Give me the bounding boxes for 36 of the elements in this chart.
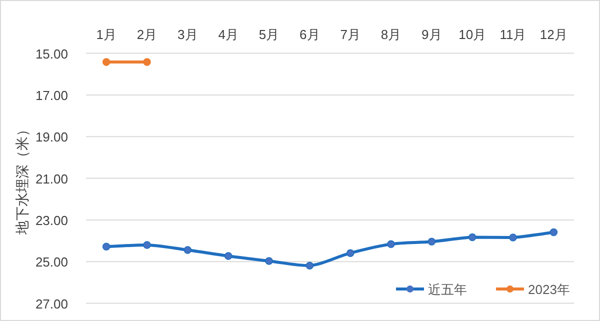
point: [346, 249, 354, 257]
legend-label: 2023年: [528, 282, 570, 297]
point: [184, 246, 192, 254]
y-tick-label: 17.00: [35, 88, 68, 103]
x-tick-label: 3月: [178, 27, 198, 42]
x-tick-label: 12月: [540, 27, 568, 42]
y-tick-label: 27.00: [35, 296, 68, 312]
point: [265, 257, 273, 265]
y-tick-label: 23.00: [35, 212, 68, 228]
x-tick-label: 4月: [218, 27, 238, 42]
x-tick-label: 7月: [340, 27, 360, 42]
point: [387, 240, 395, 248]
x-tick-label: 6月: [300, 27, 320, 42]
x-tick-label: 1月: [96, 27, 116, 42]
point: [428, 238, 436, 246]
point: [550, 228, 558, 236]
point: [224, 252, 232, 260]
point: [143, 241, 151, 249]
x-tick-label: 9月: [422, 27, 442, 42]
x-tick-label: 2月: [136, 27, 158, 42]
x-tick-label: 8月: [380, 27, 402, 42]
x-tick-label: 11月: [500, 27, 526, 42]
point: [102, 242, 110, 251]
x-tick-label: 5月: [258, 27, 280, 42]
point: [468, 233, 476, 242]
y-tick-label: 25.00: [35, 254, 68, 270]
y-axis-title: 地下水埋深（米）: [14, 122, 30, 236]
point: [306, 262, 314, 270]
y-tick-label: 15.00: [35, 46, 68, 62]
y-tick-label: 19.00: [35, 130, 68, 145]
x-tick-label: 10月: [458, 27, 486, 42]
point: [143, 58, 151, 66]
y-tick-label: 21.00: [35, 171, 68, 186]
legend-label: 近五年: [428, 282, 467, 297]
point: [509, 234, 517, 242]
point: [102, 58, 110, 66]
